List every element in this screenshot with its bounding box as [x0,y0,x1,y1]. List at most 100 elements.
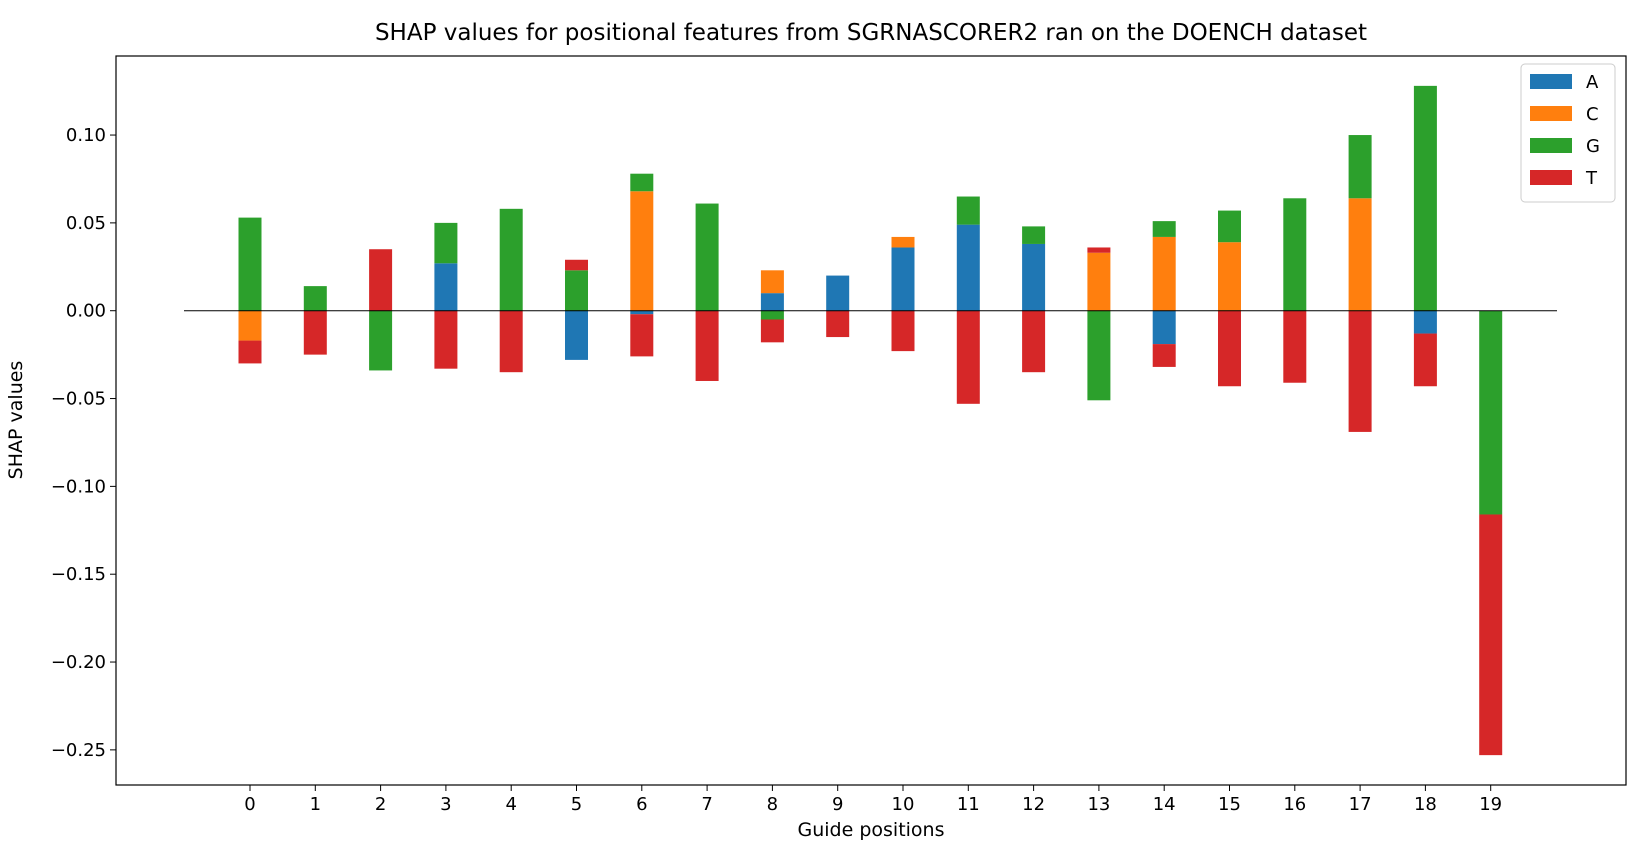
bar-T-13 [1087,247,1111,253]
bar-G-19 [1479,310,1503,515]
legend-swatch-G [1530,138,1572,153]
x-tick-label: 11 [957,794,980,815]
bar-T-10 [891,310,915,352]
bar-T-18 [1413,333,1437,387]
x-tick-label: 16 [1283,794,1306,815]
bar-G-1 [303,286,327,311]
bar-T-2 [369,249,393,311]
x-tick-label: 17 [1349,794,1372,815]
plot-frame [115,55,1627,786]
x-tick-label: 13 [1087,794,1110,815]
legend-label-C: C [1586,104,1599,125]
x-axis-label: Guide positions [798,819,945,841]
legend-label-G: G [1586,136,1600,157]
legend-label-A: A [1586,72,1599,93]
legend-swatch-T [1530,170,1572,185]
x-tick-label: 5 [571,794,582,815]
bar-A-9 [826,275,850,311]
bar-G-12 [1022,226,1046,244]
bar-G-13 [1087,310,1111,401]
x-tick-label: 2 [375,794,386,815]
bar-T-7 [695,310,719,381]
bar-A-18 [1413,310,1437,334]
x-tick-label: 10 [892,794,915,815]
legend-label-T: T [1585,168,1598,189]
bar-T-3 [434,310,458,369]
y-tick-label: −0.10 [51,476,106,497]
bar-A-6 [630,310,654,315]
bar-C-10 [891,236,915,248]
bar-T-1 [303,310,327,355]
bar-T-19 [1479,514,1503,756]
chart-title: SHAP values for positional features from… [375,20,1367,46]
bar-A-14 [1152,310,1176,345]
bar-G-3 [434,222,458,264]
bar-T-12 [1022,310,1046,373]
bar-C-14 [1152,236,1176,311]
x-tick-label: 18 [1414,794,1437,815]
x-axis: 0 1 2 3 4 5 6 7 8 9 10 11 12 13 14 15 16 17 18 19 [244,785,1502,815]
bar-G-2 [369,310,393,371]
bar-G-18 [1413,85,1437,311]
bar-G-4 [499,208,523,311]
bar-T-9 [826,310,850,338]
bar-T-11 [956,310,980,404]
bar-A-8 [760,293,784,311]
legend-swatch-C [1530,106,1572,121]
y-tick-label: −0.25 [51,740,106,761]
y-tick-label: −0.20 [51,652,106,673]
bar-A-3 [434,263,458,311]
y-tick-label: 0.10 [66,125,106,146]
x-tick-label: 12 [1022,794,1045,815]
x-tick-label: 9 [832,794,843,815]
bar-A-5 [565,310,588,360]
x-tick-label: 6 [636,794,647,815]
bar-T-4 [499,310,523,373]
bar-T-14 [1152,344,1176,367]
bar-G-8 [760,310,784,320]
x-tick-label: 1 [310,794,321,815]
x-tick-label: 15 [1218,794,1241,815]
bar-T-6 [630,314,654,357]
bar-T-5 [565,259,588,271]
bar-A-10 [891,247,915,311]
y-tick-label: −0.05 [51,389,106,410]
bar-A-11 [956,224,980,311]
x-tick-label: 7 [701,794,712,815]
bar-C-8 [760,270,784,294]
y-axis-label: SHAP values [5,361,27,480]
bar-T-8 [760,319,784,343]
legend-box [1520,63,1616,203]
bar-C-6 [630,191,654,311]
bar-C-17 [1348,198,1372,311]
x-tick-label: 8 [767,794,778,815]
bar-C-15 [1218,242,1241,311]
bar-G-7 [695,203,719,311]
bar-G-5 [565,270,588,311]
bar-G-17 [1348,135,1372,199]
x-tick-label: 3 [440,794,451,815]
bar-group [238,85,1503,756]
bar-G-15 [1218,210,1241,243]
bar-T-0 [238,340,262,364]
y-axis: 0.10 0.05 0.00 −0.05 −0.10 −0.15 −0.20 −0.25 [51,125,116,761]
bar-G-11 [956,196,980,225]
bar-G-6 [630,173,654,192]
bar-G-0 [238,217,262,311]
y-tick-label: 0.05 [66,213,106,234]
y-tick-label: −0.15 [51,564,106,585]
y-tick-label: 0.00 [66,301,106,322]
bar-T-15 [1218,310,1241,387]
x-tick-label: 14 [1153,794,1176,815]
bar-A-12 [1022,243,1046,311]
bar-G-14 [1152,221,1176,237]
x-tick-label: 4 [505,794,516,815]
x-tick-label: 19 [1479,794,1502,815]
bar-C-0 [238,310,262,341]
bar-C-13 [1087,252,1111,311]
legend-swatch-A [1530,74,1572,89]
bar-T-17 [1348,310,1372,432]
bar-G-16 [1283,198,1307,311]
